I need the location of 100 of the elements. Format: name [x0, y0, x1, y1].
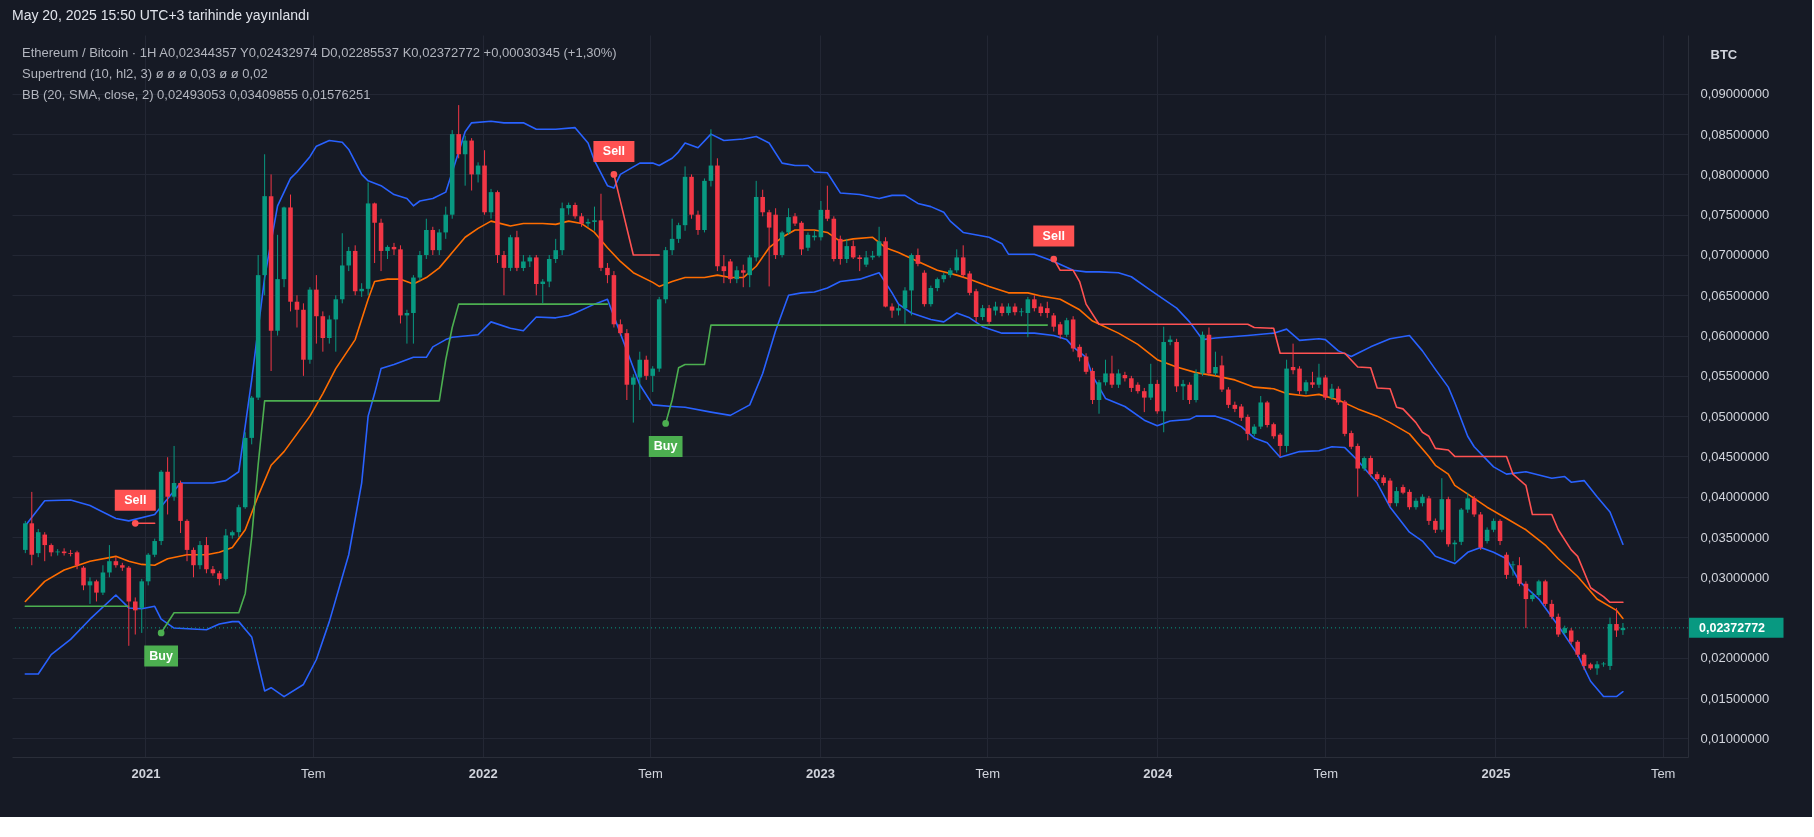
- point: [1050, 255, 1058, 263]
- annotation: Supertrend (10, hl2, 3) ø ø ø 0,03 ø ø 0,02: [22, 66, 268, 81]
- candlestick: [1064, 317, 1069, 338]
- y-tick-label: 0,05500000: [1700, 368, 1770, 384]
- y-tick-label: 0,01500000: [1700, 690, 1770, 706]
- candlestick: [133, 596, 138, 636]
- candlestick: [1510, 560, 1516, 577]
- candlestick: [747, 254, 753, 288]
- data-label: Buy: [653, 439, 678, 454]
- candlestick: [107, 544, 112, 578]
- candlestick: [152, 538, 157, 558]
- candlestick: [1025, 296, 1031, 338]
- x-tick-label: 2023: [806, 765, 835, 781]
- x-tick-label: 2025: [1481, 765, 1511, 781]
- candlestick: [437, 228, 442, 256]
- candlestick: [1103, 359, 1108, 387]
- candlestick: [592, 206, 597, 232]
- candlestick: [1051, 312, 1057, 333]
- candlestick: [1407, 488, 1412, 511]
- y-tick-label: 0,06000000: [1700, 328, 1770, 344]
- candlestick: [443, 206, 449, 240]
- candlestick: [766, 209, 772, 287]
- point: [157, 629, 165, 637]
- candlestick: [741, 264, 746, 288]
- data-label: Sell: [1042, 229, 1065, 244]
- candlestick: [1226, 386, 1231, 409]
- candlestick: [1316, 363, 1322, 389]
- candlestick: [954, 248, 959, 274]
- candlestick: [1394, 486, 1399, 507]
- candlestick: [825, 185, 830, 222]
- candlestick: [1148, 363, 1154, 401]
- candlestick: [1368, 455, 1373, 478]
- candlestick: [546, 254, 552, 288]
- candlestick: [1504, 551, 1509, 580]
- candlestick: [650, 365, 655, 393]
- candlestick: [100, 564, 106, 596]
- candlestick: [346, 246, 351, 272]
- data-label: Sell: [124, 493, 147, 508]
- candlestick: [327, 314, 332, 345]
- ref-line-label: 0,02372772: [1699, 620, 1766, 635]
- y-tick-label: 0,03500000: [1700, 529, 1770, 545]
- candlestick: [876, 226, 882, 258]
- x-tick-label: Tem: [638, 765, 663, 781]
- candlestick: [986, 304, 992, 325]
- candlestick: [94, 579, 99, 602]
- x-tick-label: 2024: [1143, 765, 1173, 781]
- candlestick: [1187, 381, 1192, 405]
- x-tick-label: Tem: [300, 765, 326, 781]
- candlestick: [42, 531, 47, 562]
- candlestick: [1614, 607, 1619, 638]
- y-tick-label: 0,07000000: [1700, 247, 1770, 263]
- candlestick: [643, 355, 649, 381]
- chart-title: May 20, 2025 15:50 UTC+3 tarihinde yayınlandı: [12, 7, 310, 23]
- candlestick: [1109, 355, 1115, 389]
- candlestick: [631, 373, 636, 424]
- y-tick-label: 0,05000000: [1700, 408, 1770, 424]
- y-tick-label: 0,08000000: [1700, 166, 1770, 182]
- candlestick: [553, 238, 558, 264]
- candlestick: [372, 202, 377, 264]
- candlestick: [1297, 365, 1302, 395]
- x-tick-label: Tem: [1313, 765, 1339, 781]
- candlestick: [191, 546, 196, 578]
- y-axis-title: BTC: [1710, 46, 1738, 62]
- candlestick: [721, 254, 727, 284]
- candlestick: [1213, 351, 1218, 377]
- candlestick: [540, 278, 546, 304]
- candlestick: [456, 104, 461, 159]
- annotation: Ethereum / Bitcoin · 1H A0,02344357 Y0,02432974 D0,02285537 K0,02372772 +0,00030345 (+1,30%): [22, 45, 617, 60]
- candlestick: [676, 222, 681, 244]
- x-tick-label: Tem: [1650, 765, 1676, 781]
- candlestick: [1116, 368, 1121, 389]
- candlestick: [967, 270, 972, 296]
- candlestick: [35, 528, 41, 558]
- x-tick-label: Tem: [975, 765, 1000, 781]
- candlestick: [1142, 387, 1147, 413]
- data-label: Sell: [602, 144, 626, 159]
- y-tick-label: 0,02000000: [1700, 650, 1770, 666]
- y-tick-label: 0,08500000: [1700, 126, 1770, 142]
- candlestick: [1336, 385, 1341, 406]
- candlestick: [1323, 374, 1328, 401]
- y-tick-label: 0,09000000: [1700, 86, 1770, 102]
- candlestick: [760, 189, 765, 217]
- candlestick: [838, 235, 843, 266]
- point: [662, 420, 670, 427]
- candlestick: [728, 258, 733, 284]
- line-series: [24, 271, 1624, 698]
- candlestick: [850, 239, 856, 260]
- y-tick-label: 0,03000000: [1700, 569, 1770, 585]
- x-tick-label: 2021: [131, 765, 161, 781]
- candlestick: [1465, 492, 1470, 514]
- y-tick-label: 0,04000000: [1700, 489, 1770, 505]
- y-tick-label: 0,06500000: [1700, 287, 1770, 303]
- candlestick: [1555, 613, 1561, 638]
- annotation: BB (20, SMA, close, 2) 0,02493053 0,03409855 0,01576251: [22, 87, 371, 102]
- candlestick: [585, 218, 591, 228]
- data-label: Buy: [149, 648, 173, 663]
- y-tick-label: 0,01000000: [1700, 730, 1770, 746]
- candlestick: [1543, 579, 1548, 607]
- candlestick: [81, 565, 86, 591]
- candlestick: [1517, 556, 1522, 587]
